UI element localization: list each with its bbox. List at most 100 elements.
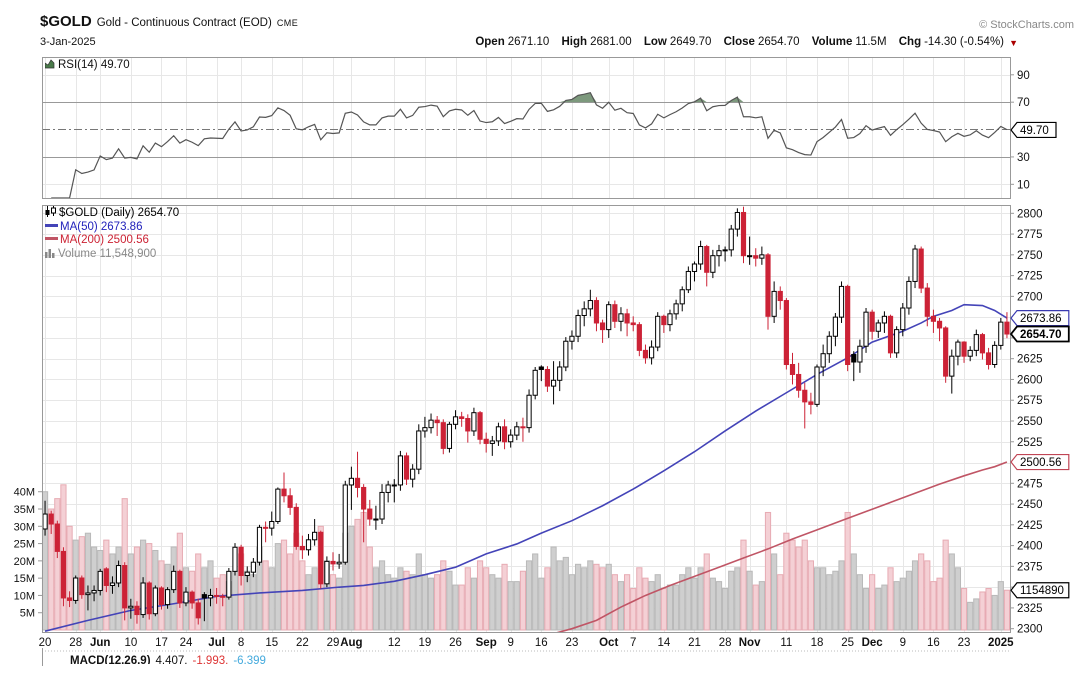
ma50-legend-row: MA(50) 2673.86 bbox=[45, 221, 179, 235]
volume-value: 11.5M bbox=[855, 36, 887, 48]
svg-text:2450: 2450 bbox=[1017, 499, 1043, 511]
volume-label: Volume bbox=[811, 36, 853, 48]
svg-text:35M: 35M bbox=[14, 504, 35, 516]
svg-text:29: 29 bbox=[327, 637, 340, 649]
svg-text:40M: 40M bbox=[14, 487, 35, 499]
svg-text:12: 12 bbox=[388, 637, 401, 649]
svg-text:Sep: Sep bbox=[476, 637, 497, 649]
svg-text:2375: 2375 bbox=[1017, 561, 1043, 573]
price-legend: $GOLD (Daily) 2654.70 MA(50) 2673.86 MA(… bbox=[45, 206, 179, 261]
low-label: Low bbox=[643, 36, 667, 48]
svg-text:22: 22 bbox=[296, 637, 309, 649]
high-label: High bbox=[561, 36, 588, 48]
svg-text:23: 23 bbox=[566, 637, 579, 649]
svg-text:10: 10 bbox=[124, 637, 137, 649]
ma200-line-swatch bbox=[45, 237, 58, 240]
svg-text:20: 20 bbox=[39, 637, 52, 649]
volume-bars bbox=[41, 484, 1011, 631]
svg-text:5M: 5M bbox=[20, 608, 35, 620]
rsi-plot bbox=[51, 91, 1008, 198]
copyright-label: © StockCharts.com bbox=[979, 19, 1074, 31]
ma50-legend-text: MA(50) 2673.86 bbox=[60, 220, 143, 233]
svg-text:18: 18 bbox=[811, 637, 824, 649]
svg-text:26: 26 bbox=[449, 637, 462, 649]
close-value: 2654.70 bbox=[757, 36, 800, 48]
svg-text:9: 9 bbox=[900, 637, 906, 649]
svg-text:20M: 20M bbox=[14, 556, 35, 568]
axis-callout: 2654.70 bbox=[1009, 325, 1070, 343]
svg-text:11: 11 bbox=[780, 637, 792, 649]
macd-hist-value: -6.399 bbox=[233, 655, 266, 664]
svg-text:90: 90 bbox=[1017, 70, 1030, 82]
chart-date: 3-Jan-2025 bbox=[40, 36, 96, 48]
svg-text:25M: 25M bbox=[14, 539, 35, 551]
rsi-overbought-fill bbox=[51, 92, 1007, 103]
candlestick-icon bbox=[45, 206, 56, 217]
svg-text:Jul: Jul bbox=[208, 637, 225, 649]
macd-legend-clipped: MACD(12,26,9) 4.407, -1.993, -6.399 bbox=[70, 655, 266, 664]
svg-text:70: 70 bbox=[1017, 97, 1030, 109]
ma200-legend-row: MA(200) 2500.56 bbox=[45, 234, 179, 248]
rsi-legend: RSI(14) 49.70 bbox=[44, 59, 130, 71]
svg-text:2300: 2300 bbox=[1017, 624, 1043, 636]
svg-text:Aug: Aug bbox=[340, 637, 362, 649]
svg-text:2400: 2400 bbox=[1017, 541, 1043, 553]
svg-text:2575: 2575 bbox=[1017, 395, 1043, 407]
svg-text:14: 14 bbox=[657, 637, 670, 649]
axis-callout: 1154890 bbox=[1010, 582, 1070, 599]
svg-text:2475: 2475 bbox=[1017, 478, 1043, 490]
open-value: 2671.10 bbox=[507, 36, 550, 48]
svg-text:2525: 2525 bbox=[1017, 437, 1043, 449]
volume-legend-row: Volume 11,548,900 bbox=[45, 248, 179, 262]
svg-text:21: 21 bbox=[688, 637, 701, 649]
axis-callout: 49.70 bbox=[1010, 121, 1057, 139]
ma200-legend-text: MA(200) 2500.56 bbox=[60, 234, 149, 246]
high-value: 2681.00 bbox=[590, 36, 632, 48]
svg-text:Dec: Dec bbox=[862, 637, 884, 649]
svg-text:23: 23 bbox=[958, 637, 971, 649]
symbol-legend-text: $GOLD (Daily) 2654.70 bbox=[59, 207, 180, 219]
chg-label: Chg bbox=[898, 36, 922, 48]
close-label: Close bbox=[723, 36, 755, 48]
svg-text:19: 19 bbox=[419, 637, 432, 649]
open-label: Open bbox=[475, 36, 505, 48]
svg-text:7: 7 bbox=[630, 637, 636, 649]
svg-text:2800: 2800 bbox=[1017, 208, 1043, 220]
svg-text:Jun: Jun bbox=[90, 637, 110, 649]
svg-text:2500.56: 2500.56 bbox=[1020, 457, 1062, 469]
candlesticks bbox=[42, 206, 1010, 625]
svg-text:9: 9 bbox=[507, 637, 513, 649]
svg-text:16: 16 bbox=[927, 637, 940, 649]
svg-text:2750: 2750 bbox=[1017, 250, 1043, 262]
chart-header: $GOLD Gold - Continuous Contract (EOD) CME bbox=[40, 13, 298, 31]
rsi-line bbox=[51, 91, 1008, 198]
svg-text:8: 8 bbox=[238, 637, 244, 649]
svg-text:28: 28 bbox=[69, 637, 82, 649]
symbol-label: $GOLD bbox=[40, 13, 92, 30]
volume-bars-icon bbox=[45, 248, 55, 258]
svg-text:2550: 2550 bbox=[1017, 416, 1043, 428]
svg-text:49.70: 49.70 bbox=[1020, 125, 1049, 137]
svg-text:2700: 2700 bbox=[1017, 291, 1043, 303]
svg-text:2775: 2775 bbox=[1017, 229, 1043, 241]
svg-text:30M: 30M bbox=[14, 521, 35, 533]
svg-text:2600: 2600 bbox=[1017, 374, 1043, 386]
chg-value: -14.30 (-0.54%) bbox=[924, 36, 1004, 48]
svg-text:2325: 2325 bbox=[1017, 603, 1043, 615]
change-down-triangle-icon: ▼ bbox=[1009, 38, 1018, 48]
svg-text:2725: 2725 bbox=[1017, 271, 1043, 283]
symbol-legend-row: $GOLD (Daily) 2654.70 bbox=[45, 206, 179, 221]
svg-text:25: 25 bbox=[841, 637, 854, 649]
svg-text:16: 16 bbox=[535, 637, 548, 649]
rsi-indicator-icon bbox=[44, 59, 55, 69]
svg-text:2654.70: 2654.70 bbox=[1020, 329, 1062, 341]
svg-text:30: 30 bbox=[1017, 152, 1030, 164]
macd-label: MACD(12,26,9) bbox=[70, 655, 151, 664]
svg-text:17: 17 bbox=[155, 637, 168, 649]
svg-text:Nov: Nov bbox=[739, 637, 761, 649]
panel-borders bbox=[42, 57, 1011, 666]
svg-text:28: 28 bbox=[719, 637, 732, 649]
macd-value: 4.407, bbox=[155, 655, 188, 664]
